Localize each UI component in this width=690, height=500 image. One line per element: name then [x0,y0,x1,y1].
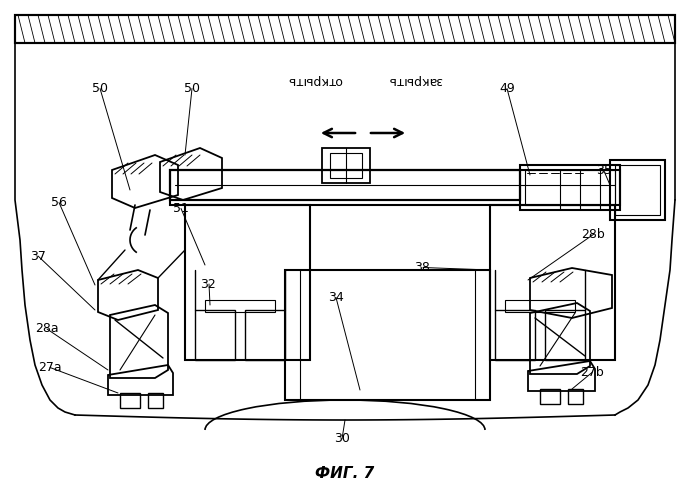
Bar [15,15,675,43]
Bar [15,15,675,43]
Text: 28b: 28b [582,228,605,240]
Bar [285,270,490,400]
Text: 34: 34 [328,291,344,304]
Text: закрыть: закрыть [388,74,442,86]
Bar [615,165,660,215]
Bar [330,153,362,178]
Bar [490,205,615,360]
Text: 27a: 27a [38,361,61,374]
Bar [525,170,615,205]
Text: 28a: 28a [35,322,59,336]
Bar [170,170,620,205]
Text: 56: 56 [50,196,67,209]
Bar [120,393,140,408]
Bar [148,393,163,408]
Text: 50: 50 [92,82,108,95]
Text: ФИГ. 7: ФИГ. 7 [315,466,375,481]
Bar [185,205,310,360]
Text: 51: 51 [172,202,189,215]
Text: 38: 38 [414,261,431,274]
Text: 32: 32 [201,278,216,290]
Text: 27b: 27b [580,366,604,379]
Bar [610,160,665,220]
Bar [205,300,275,312]
Bar [505,300,575,312]
Bar [170,170,520,200]
Text: 30: 30 [333,432,350,446]
Bar [495,310,535,360]
Text: 37: 37 [30,250,46,262]
Bar [520,165,620,210]
Bar [540,389,560,404]
Text: 49: 49 [500,82,515,95]
Text: 50: 50 [184,82,200,95]
Bar [322,148,370,183]
Text: открыть: открыть [288,74,342,86]
Text: 35: 35 [595,164,612,177]
Bar [195,310,235,360]
Bar [170,170,520,200]
Bar [568,389,583,404]
Bar [545,310,585,360]
Bar [245,310,285,360]
